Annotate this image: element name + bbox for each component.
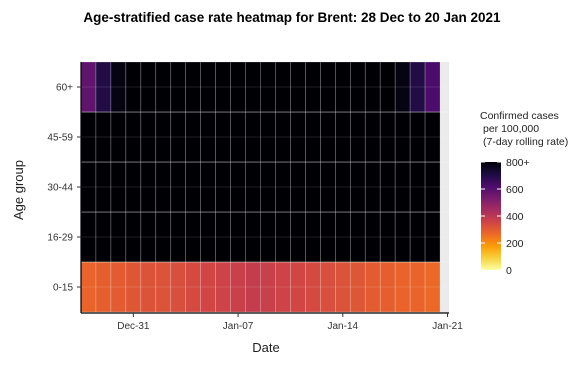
x-tick-label: Jan-14 [327, 321, 358, 332]
legend-title-line-2: per 100,000 [483, 123, 539, 135]
y-axis-label: Age group [11, 160, 26, 220]
chart-title: Age-stratified case rate heatmap for Bre… [83, 10, 501, 25]
color-legend: Confirmed cases per 100,000 (7-day rolli… [480, 110, 568, 277]
legend-title-line-1: Confirmed cases [480, 110, 559, 122]
x-tick-label: Jan-07 [223, 321, 254, 332]
y-tick-label: 16-29 [47, 233, 73, 244]
x-tick-label: Dec-31 [117, 321, 150, 332]
x-axis-label: Date [252, 340, 279, 355]
y-tick-label: 0-15 [53, 283, 73, 294]
x-axis-ticks: Dec-31 Jan-07 Jan-14 Jan-21 [117, 313, 463, 332]
legend-title-line-3: (7-day rolling rate) [483, 136, 568, 148]
y-tick-label: 30-44 [47, 183, 73, 194]
y-tick-label: 60+ [56, 83, 73, 94]
y-tick-label: 45-59 [47, 133, 73, 144]
x-tick-label: Jan-21 [432, 321, 463, 332]
legend-tick-label: 600 [506, 184, 524, 196]
y-axis-ticks: 0-15 16-29 30-44 45-59 60+ [47, 83, 81, 294]
legend-tick-label: 200 [506, 238, 524, 250]
legend-tick-label: 400 [506, 211, 524, 223]
legend-tick-label: 800+ [506, 157, 530, 169]
legend-tick-label: 0 [506, 265, 512, 277]
